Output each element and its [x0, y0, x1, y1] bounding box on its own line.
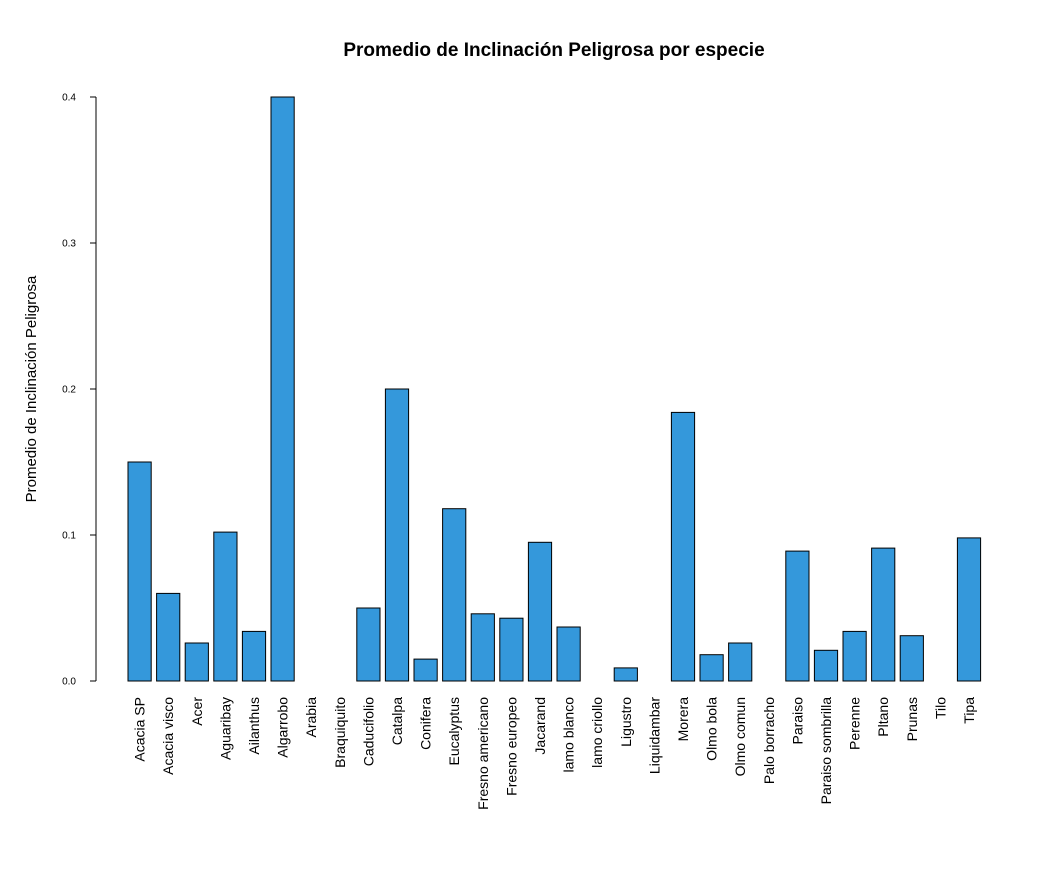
bar — [871, 547, 896, 682]
bar — [442, 508, 467, 682]
x-tick-label: Acacia SP — [132, 697, 148, 762]
bar — [899, 635, 924, 682]
bar — [842, 630, 867, 682]
bar — [556, 626, 581, 682]
bar — [384, 388, 410, 682]
x-tick-label: Tipa — [961, 697, 977, 724]
y-tick-label: 0.3 — [62, 239, 76, 250]
x-tick-label: Acacia visco — [160, 697, 176, 775]
x-tick-label: Aguaribay — [217, 697, 233, 760]
y-axis: 0.0 0.1 0.2 0.3 0.4 — [62, 93, 97, 688]
bar — [356, 607, 381, 682]
chart-title: Promedio de Inclinación Peligrosa por es… — [343, 40, 764, 61]
y-tick-label: 0.2 — [62, 385, 76, 396]
x-tick-label: Ligustro — [618, 697, 634, 747]
x-tick-label: Acer — [189, 697, 205, 726]
y-tick-label: 0.1 — [62, 531, 76, 542]
x-tick-label: Jacarand — [532, 697, 548, 755]
x-tick-label: lamo blanco — [561, 697, 577, 773]
bar — [785, 550, 810, 682]
x-tick-label: Pltano — [875, 697, 891, 737]
bar — [670, 411, 696, 682]
x-tick-label: Prunas — [904, 697, 920, 741]
bar — [270, 96, 295, 682]
x-tick-label: Liquidambar — [646, 697, 662, 774]
x-tick-label: Tilo — [932, 697, 948, 719]
x-tick-label: Catalpa — [389, 697, 405, 745]
bar — [527, 541, 553, 682]
bar — [499, 617, 524, 682]
x-tick-label: Fresno europeo — [503, 697, 519, 796]
x-tick-label: Paraiso sombrilla — [818, 697, 834, 805]
x-tick-label: Fresno americano — [475, 697, 491, 810]
x-tick-label: Algarrobo — [275, 697, 291, 758]
x-tick-label: Olmo bola — [704, 697, 720, 761]
x-axis-labels: Acacia SP Acacia visco Acer Aguaribay Ailant… — [132, 697, 977, 810]
bar — [813, 649, 839, 682]
x-tick-label: Palo borracho — [761, 697, 777, 784]
x-tick-label: lamo criollo — [589, 697, 605, 768]
bar — [413, 658, 438, 682]
bar — [241, 630, 267, 682]
x-tick-label: Caducifolio — [360, 697, 376, 766]
bar — [699, 654, 724, 682]
bar — [728, 642, 753, 682]
bars-group — [127, 96, 982, 682]
x-tick-label: Ailanthus — [246, 697, 262, 755]
x-tick-label: Paraiso — [789, 697, 805, 745]
x-tick-label: Morera — [675, 697, 691, 742]
bar — [213, 531, 238, 682]
bar — [127, 461, 152, 682]
x-tick-label: Olmo comun — [732, 697, 748, 776]
x-tick-label: Perenne — [847, 697, 863, 750]
y-tick-label: 0.4 — [62, 93, 76, 104]
bar — [184, 642, 209, 682]
bar — [156, 592, 181, 682]
x-tick-label: Conifera — [418, 697, 434, 750]
x-tick-label: Braquiquito — [332, 697, 348, 768]
y-tick-label: 0.0 — [62, 677, 76, 688]
bar — [956, 537, 982, 682]
y-axis-label: Promedio de Inclinación Peligrosa — [23, 275, 40, 502]
x-tick-label: Eucalyptus — [446, 697, 462, 765]
bar — [613, 667, 638, 682]
x-tick-label: Arabia — [303, 697, 319, 738]
bar — [470, 613, 495, 682]
